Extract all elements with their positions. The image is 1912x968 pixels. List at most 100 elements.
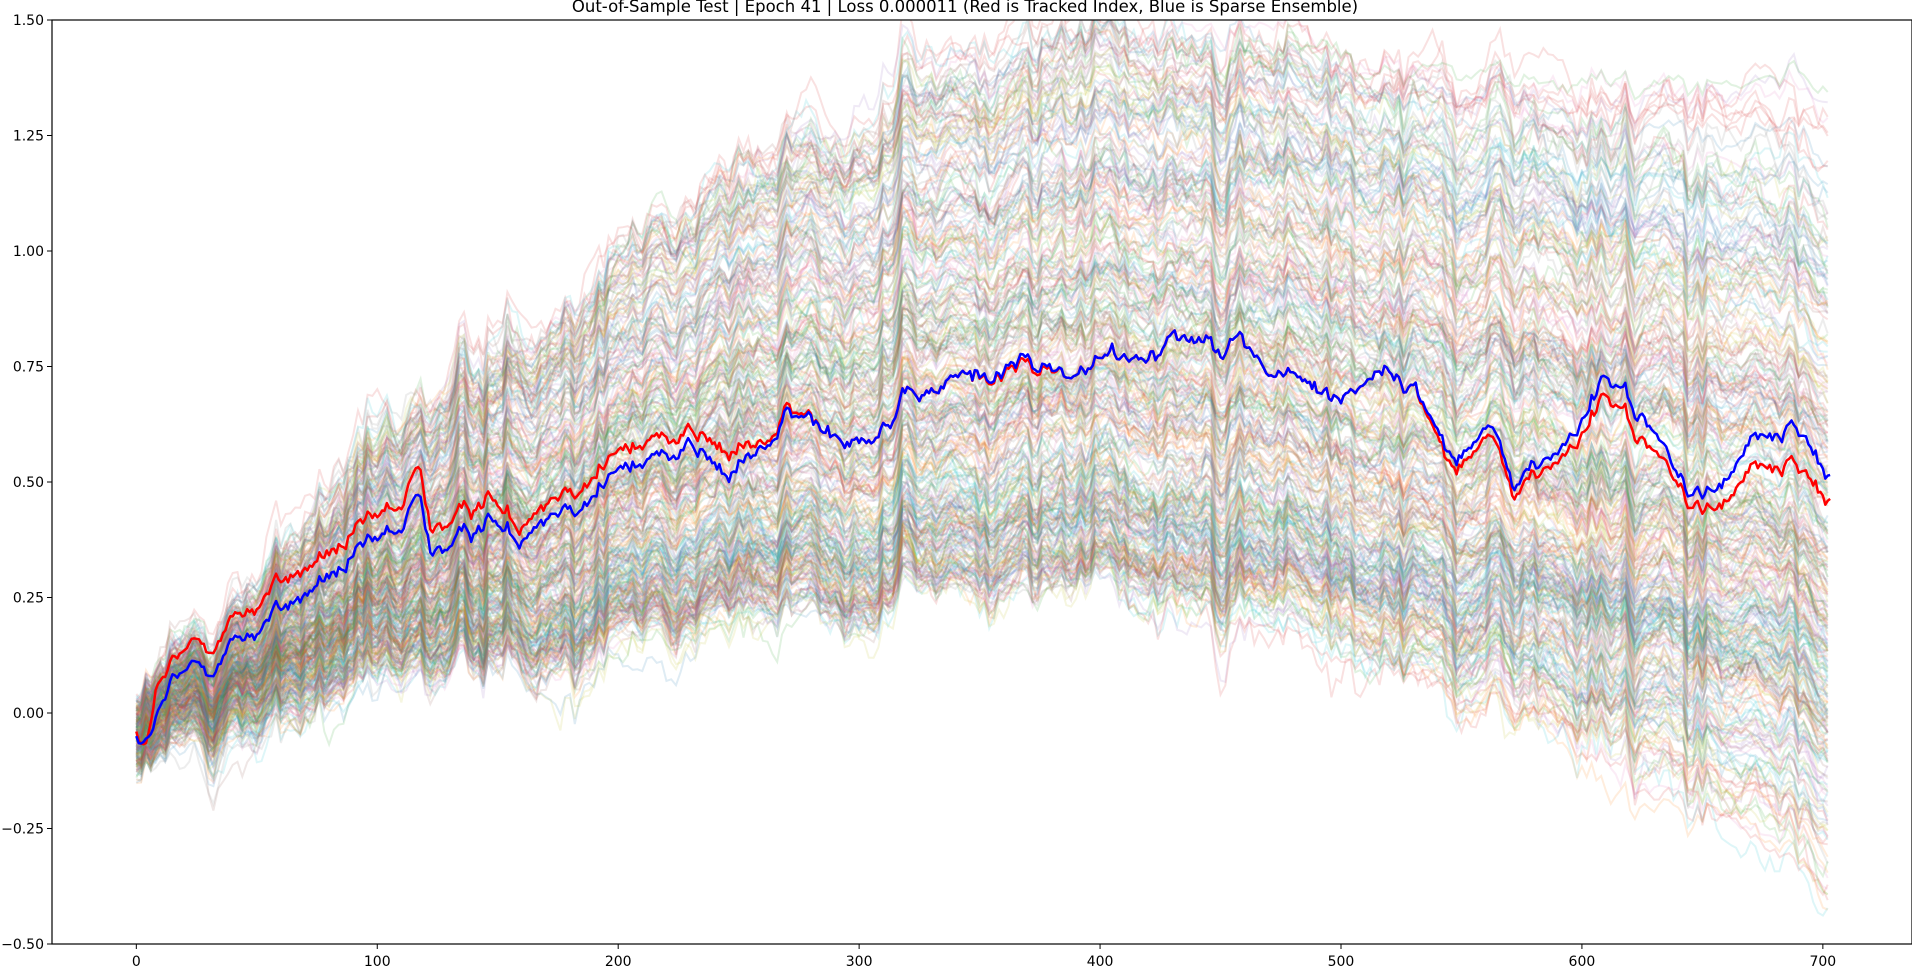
background-series-line bbox=[135, 521, 1829, 897]
background-series-line bbox=[136, 420, 1829, 726]
background-series-line bbox=[136, 402, 1828, 728]
background-series-line bbox=[135, 539, 1829, 766]
background-series-line bbox=[135, 238, 1829, 723]
background-series-line bbox=[136, 502, 1829, 822]
background-series-line bbox=[135, 356, 1829, 764]
background-series-line bbox=[135, 351, 1829, 708]
background-series-line bbox=[136, 143, 1828, 746]
background-series-line bbox=[136, 156, 1829, 720]
background-series-line bbox=[135, 64, 1829, 735]
background-series-line bbox=[135, 507, 1829, 917]
background-series-line bbox=[135, 504, 1829, 739]
background-series-line bbox=[135, 134, 1829, 737]
background-series-line bbox=[135, 523, 1828, 811]
background-series-line bbox=[135, 73, 1829, 714]
background-series-line bbox=[135, 533, 1829, 768]
background-series-line bbox=[136, 421, 1829, 841]
background-series-line bbox=[135, 20, 1829, 735]
background-series-line bbox=[135, 94, 1828, 719]
background-series-line bbox=[136, 234, 1829, 755]
background-series-line bbox=[135, 77, 1829, 733]
background-series-line bbox=[135, 369, 1829, 704]
background-series-line bbox=[135, 120, 1829, 741]
background-series-line bbox=[135, 531, 1829, 720]
background-series-line bbox=[135, 361, 1829, 769]
background-series-line bbox=[135, 437, 1829, 753]
background-series-line bbox=[135, 384, 1829, 747]
background-series-line bbox=[135, 332, 1829, 705]
background-series-line bbox=[135, 354, 1828, 718]
background-series-line bbox=[135, 474, 1829, 807]
background-series-line bbox=[135, 72, 1829, 742]
background-series-line bbox=[135, 491, 1829, 758]
background-series-line bbox=[135, 341, 1829, 773]
background-series-line bbox=[135, 458, 1829, 826]
background-series-line bbox=[135, 553, 1829, 722]
background-series-line bbox=[135, 520, 1828, 749]
background-series-line bbox=[136, 130, 1829, 735]
background-series-line bbox=[135, 451, 1829, 747]
background-series-line bbox=[135, 485, 1829, 890]
y-tick-label: 0.75 bbox=[13, 360, 44, 376]
background-series-line bbox=[136, 107, 1829, 711]
background-series-line bbox=[136, 548, 1829, 780]
background-series-line bbox=[135, 439, 1828, 731]
background-series-line bbox=[136, 147, 1829, 740]
y-tick-label: −0.25 bbox=[1, 822, 44, 838]
background-series-line bbox=[135, 207, 1829, 769]
background-series-line bbox=[135, 431, 1829, 725]
background-series-line bbox=[136, 49, 1829, 746]
background-series-line bbox=[135, 90, 1829, 745]
y-tick-label: 0.00 bbox=[13, 706, 44, 722]
background-series-line bbox=[135, 121, 1829, 720]
background-series-line bbox=[135, 236, 1828, 772]
background-series-line bbox=[135, 211, 1828, 739]
background-series-line bbox=[135, 259, 1829, 778]
background-series-line bbox=[136, 502, 1829, 901]
x-tick-label: 700 bbox=[1809, 954, 1836, 968]
background-series-line bbox=[135, 105, 1829, 755]
background-series-line bbox=[135, 506, 1829, 729]
background-series-line bbox=[136, 20, 1829, 723]
background-series-line bbox=[135, 273, 1829, 766]
background-series-line bbox=[135, 289, 1829, 763]
background-series-line bbox=[135, 514, 1829, 864]
background-series-line bbox=[135, 291, 1828, 754]
background-series-line bbox=[135, 506, 1828, 762]
background-series-line bbox=[135, 33, 1829, 769]
background-series-line bbox=[135, 385, 1829, 760]
background-series-line bbox=[135, 20, 1828, 751]
background-series-line bbox=[135, 430, 1828, 728]
background-series-line bbox=[135, 242, 1829, 728]
background-series-line bbox=[135, 201, 1829, 726]
background-series-line bbox=[135, 439, 1829, 740]
background-series-line bbox=[135, 452, 1829, 728]
background-series-line bbox=[136, 389, 1829, 745]
background-series-line bbox=[135, 487, 1829, 712]
background-series-line bbox=[135, 246, 1829, 758]
background-series-line bbox=[136, 536, 1829, 762]
background-series-line bbox=[135, 193, 1829, 766]
background-series-line bbox=[135, 459, 1829, 712]
background-series-line bbox=[136, 192, 1828, 747]
background-series-line bbox=[135, 247, 1829, 739]
background-series-line bbox=[136, 20, 1829, 732]
background-series-line bbox=[135, 287, 1829, 725]
background-series-line bbox=[135, 252, 1829, 712]
background-series-line bbox=[136, 301, 1829, 743]
background-series-line bbox=[135, 156, 1828, 742]
background-series-line bbox=[136, 453, 1829, 767]
background-series-line bbox=[136, 480, 1829, 845]
background-series-line bbox=[135, 551, 1829, 731]
background-series-line bbox=[135, 156, 1829, 728]
background-series-line bbox=[135, 492, 1829, 765]
x-tick-label: 300 bbox=[846, 954, 873, 968]
background-series-line bbox=[135, 177, 1829, 723]
background-series-line bbox=[135, 289, 1829, 719]
background-series-line bbox=[135, 422, 1829, 805]
background-series-line bbox=[135, 360, 1828, 722]
background-series-line bbox=[135, 425, 1828, 768]
background-series-line bbox=[135, 31, 1829, 728]
background-series-line bbox=[136, 533, 1829, 838]
background-series-line bbox=[136, 559, 1829, 751]
